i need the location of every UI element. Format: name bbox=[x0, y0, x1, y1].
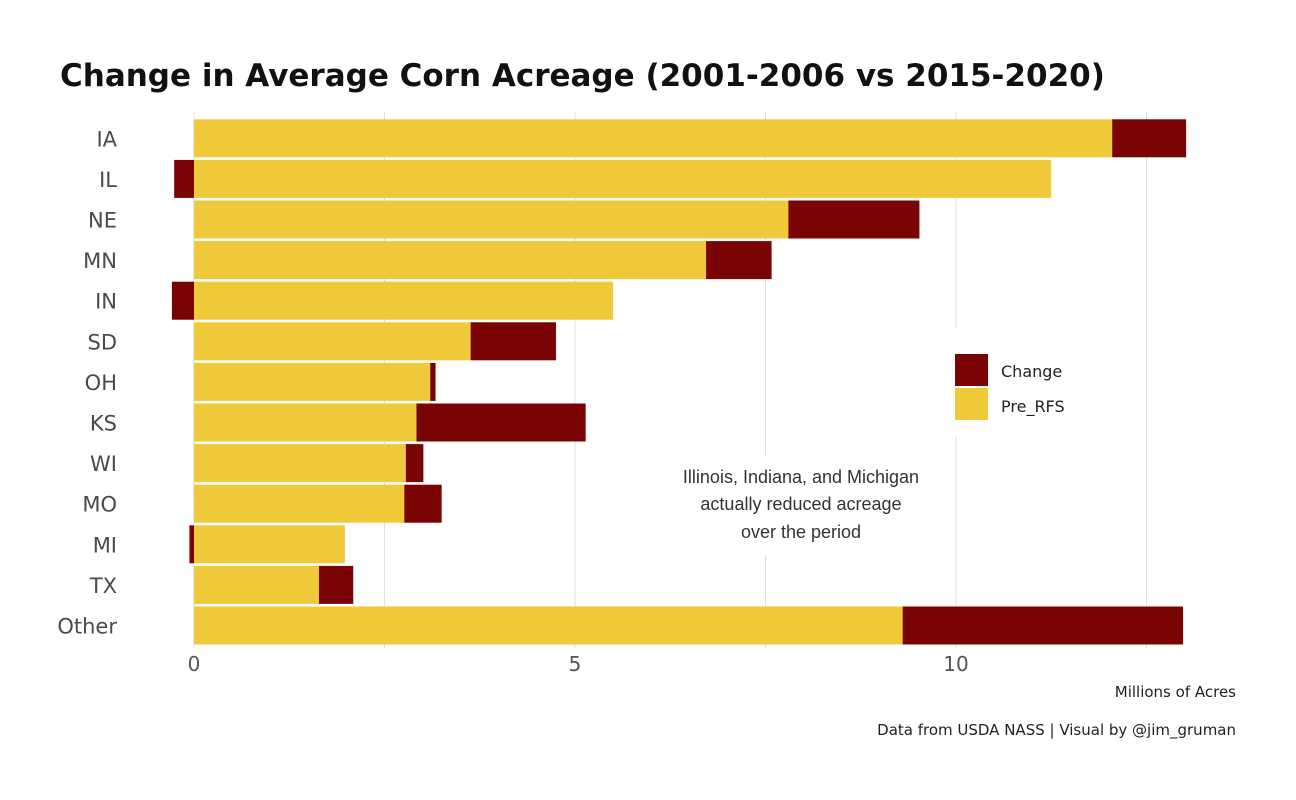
bar-pre-rfs-ne bbox=[194, 200, 789, 239]
category-label-other: Other bbox=[57, 615, 117, 639]
bar-pre-rfs-ia bbox=[194, 119, 1113, 158]
bar-pre-rfs-in bbox=[194, 281, 614, 320]
bars bbox=[171, 119, 1187, 645]
category-label-oh: OH bbox=[85, 371, 117, 395]
bar-change-in bbox=[171, 281, 194, 320]
category-label-ia: IA bbox=[96, 127, 117, 151]
bar-pre-rfs-ks bbox=[194, 403, 417, 442]
bar-pre-rfs-wi bbox=[194, 444, 406, 483]
annotation-line-3: over the period bbox=[741, 522, 861, 542]
x-tick-labels: 0 5 10 bbox=[188, 652, 969, 676]
bar-change-wi bbox=[405, 444, 424, 483]
category-label-ne: NE bbox=[88, 209, 117, 233]
annotation-background bbox=[660, 455, 942, 555]
legend-label-pre-rfs: Pre_RFS bbox=[1001, 397, 1065, 417]
legend-key-pre-rfs bbox=[955, 388, 988, 420]
bar-change-mo bbox=[404, 484, 442, 523]
bar-change-ia bbox=[1112, 119, 1187, 158]
category-label-tx: TX bbox=[89, 574, 117, 598]
category-label-mn: MN bbox=[83, 249, 117, 273]
bar-pre-rfs-tx bbox=[194, 565, 319, 604]
bar-change-ks bbox=[416, 403, 586, 442]
x-axis-title: Millions of Acres bbox=[1115, 683, 1236, 701]
category-label-wi: WI bbox=[90, 452, 117, 476]
bar-change-mi bbox=[189, 525, 194, 564]
category-label-sd: SD bbox=[87, 330, 117, 354]
chart-caption: Data from USDA NASS | Visual by @jim_gru… bbox=[877, 721, 1236, 740]
category-label-mi: MI bbox=[93, 533, 117, 557]
legend: Change Pre_RFS bbox=[944, 328, 1104, 436]
bar-pre-rfs-il bbox=[194, 159, 1052, 198]
legend-label-change: Change bbox=[1001, 362, 1062, 381]
bar-change-il bbox=[174, 159, 194, 198]
legend-key-change bbox=[955, 354, 988, 386]
category-labels: IA IL NE MN IN SD OH KS WI MO MI TX Other bbox=[57, 127, 117, 638]
category-label-mo: MO bbox=[82, 493, 117, 517]
bar-change-other bbox=[902, 606, 1184, 645]
bar-change-mn bbox=[706, 241, 772, 280]
bar-pre-rfs-mo bbox=[194, 484, 405, 523]
bar-change-ne bbox=[788, 200, 920, 239]
annotation-line-2: actually reduced acreage bbox=[700, 494, 901, 514]
bar-change-oh bbox=[430, 362, 436, 401]
bar-change-sd bbox=[470, 322, 556, 361]
category-label-in: IN bbox=[95, 290, 117, 314]
bar-pre-rfs-other bbox=[194, 606, 903, 645]
annotation-line-1: Illinois, Indiana, and Michigan bbox=[683, 467, 919, 487]
bar-pre-rfs-mn bbox=[194, 241, 707, 280]
bar-pre-rfs-oh bbox=[194, 362, 431, 401]
chart-title: Change in Average Corn Acreage (2001-200… bbox=[60, 58, 1105, 94]
annotation: Illinois, Indiana, and Michigan actually… bbox=[660, 455, 942, 555]
x-tick-label-10: 10 bbox=[943, 652, 968, 676]
category-label-il: IL bbox=[99, 168, 117, 192]
bar-pre-rfs-mi bbox=[194, 525, 345, 564]
bar-pre-rfs-sd bbox=[194, 322, 471, 361]
bar-change-tx bbox=[318, 565, 354, 604]
category-label-ks: KS bbox=[90, 412, 117, 436]
x-tick-label-5: 5 bbox=[569, 652, 582, 676]
x-tick-label-0: 0 bbox=[188, 652, 201, 676]
